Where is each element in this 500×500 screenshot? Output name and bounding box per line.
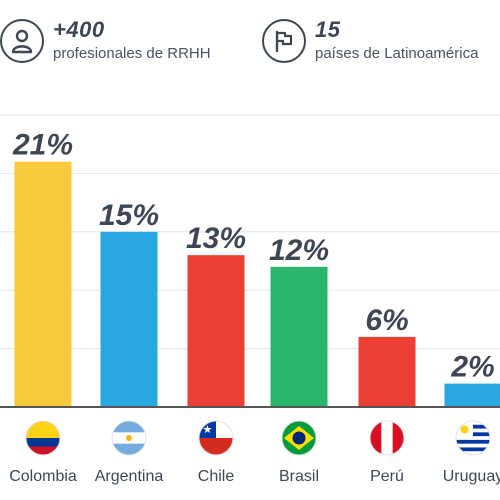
stat-countries: 15 países de Latinoamérica: [262, 18, 478, 64]
bar-chile: [187, 255, 245, 407]
category-label: Perú: [370, 468, 404, 485]
stat-label: países de Latinoamérica: [315, 45, 479, 62]
value-label: 13%: [186, 222, 246, 255]
value-label: 6%: [365, 304, 408, 337]
flag-icon: [262, 19, 306, 63]
category-label: Colombia: [9, 468, 77, 485]
stat-value: 15: [315, 17, 341, 42]
uruguay-flag-icon: [455, 420, 491, 456]
category-label: Uruguay: [443, 468, 500, 485]
category-label: Argentina: [95, 468, 164, 485]
brasil-flag-icon: [281, 420, 317, 456]
colombia-flag-icon: [25, 420, 61, 456]
bar-colombia: [14, 161, 72, 407]
bar-brasil: [270, 266, 328, 407]
stat-professionals: +400 profesionales de RRHH: [0, 18, 211, 64]
value-label: 21%: [12, 129, 73, 162]
bar-uruguay: [444, 383, 500, 407]
person-icon: [0, 19, 44, 63]
bar-perú: [358, 336, 416, 407]
stat-label: profesionales de RRHH: [53, 45, 211, 62]
value-label: 2%: [450, 351, 494, 384]
category-label: Brasil: [279, 468, 319, 485]
value-label: 12%: [269, 234, 329, 267]
category-label: Chile: [198, 468, 235, 485]
bar-argentina: [100, 231, 158, 407]
stat-value: +400: [53, 17, 105, 42]
chile-flag-icon: [198, 420, 234, 456]
value-label: 15%: [99, 199, 159, 232]
argentina-flag-icon: [111, 420, 147, 456]
peru-flag-icon: [369, 420, 405, 456]
